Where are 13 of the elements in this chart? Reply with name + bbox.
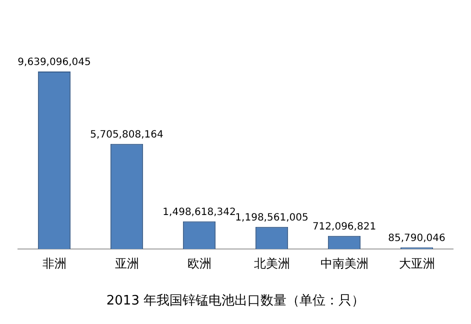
data-label: 5,705,808,164 bbox=[90, 130, 164, 141]
data-label: 1,498,618,342 bbox=[162, 206, 236, 218]
x-tick-label: 欧洲 bbox=[187, 256, 212, 270]
text: 2013 年我国锌锰电池出口数量（单位：只） bbox=[106, 294, 365, 309]
data-label: 1,198,561,005 bbox=[235, 212, 308, 224]
x-tick-label: 亚洲 bbox=[114, 256, 139, 270]
x-tick-label: 北美洲 bbox=[254, 256, 290, 270]
x-tick-label: 非洲 bbox=[42, 256, 66, 270]
data-label: 85,790,046 bbox=[388, 233, 446, 244]
data-label: 9,639,096,045 bbox=[18, 57, 91, 68]
x-tick-label: 大亚洲 bbox=[398, 256, 435, 270]
data-label: 712,096,821 bbox=[312, 221, 376, 232]
x-tick-label: 中南美洲 bbox=[320, 256, 368, 270]
